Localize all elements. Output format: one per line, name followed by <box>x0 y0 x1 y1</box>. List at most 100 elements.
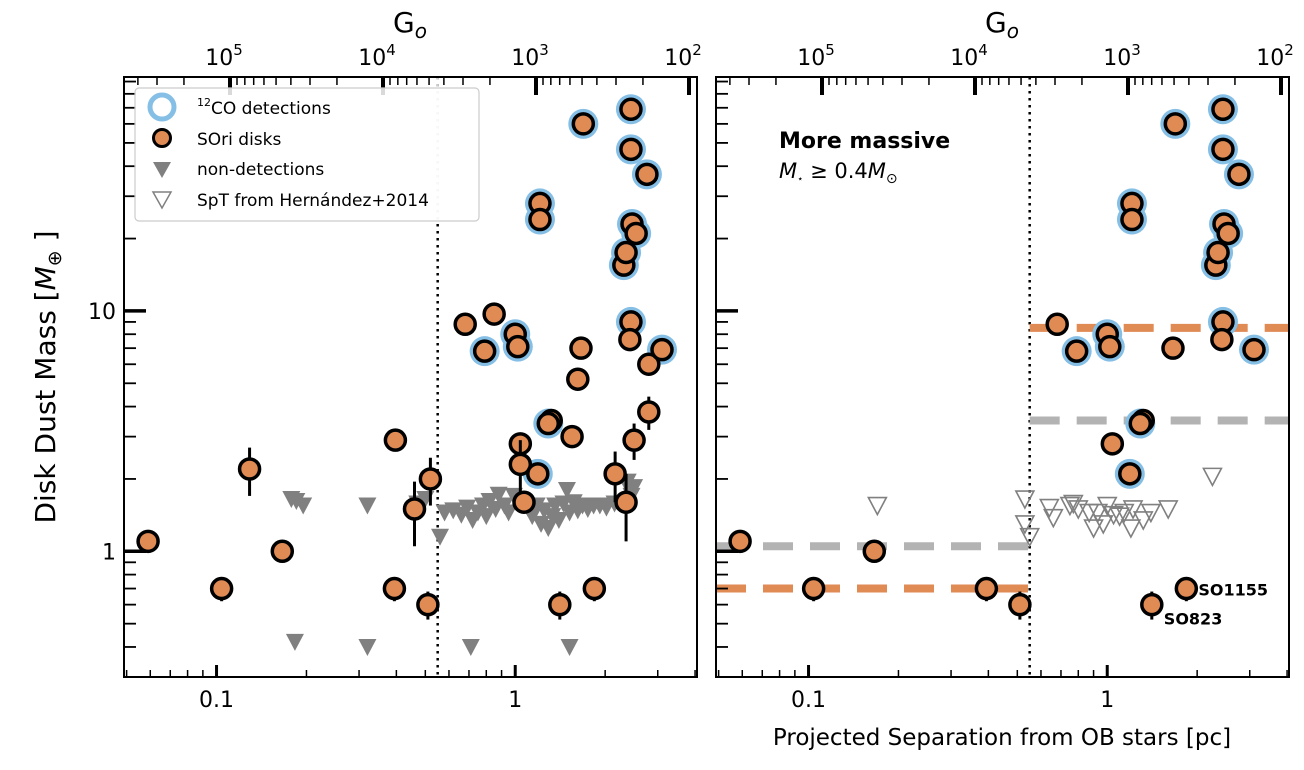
hernandez-marker <box>1109 507 1130 527</box>
plot-area <box>716 77 1289 677</box>
disk-marker <box>1211 137 1235 162</box>
disk-marker <box>614 240 638 265</box>
top-tick-base: 10 <box>950 46 978 71</box>
y-tick-label: 1 <box>102 540 116 565</box>
top-tick-exponent: 2 <box>692 41 702 59</box>
disk-marker <box>418 467 443 491</box>
disk-marker <box>482 302 506 326</box>
top-tick-exponent: 4 <box>386 41 396 59</box>
top-tick-exponent: 5 <box>825 41 835 59</box>
disk-marker <box>622 428 646 452</box>
disk-marker <box>416 592 440 617</box>
disk-marker <box>1100 432 1125 456</box>
nondetection-marker <box>560 638 579 656</box>
annotation-title: More massive <box>779 129 950 154</box>
legend-co-sup: 12 <box>197 96 211 109</box>
hernandez-marker <box>1120 519 1142 539</box>
disk-marker <box>637 400 661 424</box>
nondetection-marker <box>294 497 313 515</box>
legend-co-marker <box>147 92 177 122</box>
hernandez-marker <box>1039 498 1060 519</box>
nondetection-marker <box>535 502 554 520</box>
disk-marker <box>508 452 533 477</box>
hernandez-marker <box>1019 527 1041 548</box>
annotation-Msun: M <box>868 159 886 183</box>
legend-hernandez-marker <box>151 191 173 210</box>
annotation-sun: ⊙ <box>886 171 898 187</box>
nondetection-marker <box>477 508 496 526</box>
disk-marker <box>1174 576 1199 601</box>
disk-marker <box>402 497 427 521</box>
legend-disk-marker <box>152 128 172 148</box>
disk-marker <box>506 334 530 359</box>
disk-marker <box>528 207 552 232</box>
disk-marker <box>1242 337 1266 362</box>
legend-disk-label: SOri disks <box>197 130 282 150</box>
hernandez-marker <box>1092 515 1114 535</box>
hernandez-marker <box>1083 519 1104 539</box>
nondetection-marker <box>458 499 477 517</box>
nondetection-marker <box>549 511 568 529</box>
top-tick-label: 103 <box>511 41 549 71</box>
top-tick-exponent: 3 <box>1131 41 1141 59</box>
hernandez-marker <box>1157 500 1179 520</box>
disk-marker <box>801 576 826 601</box>
disk-marker <box>560 424 584 449</box>
hernandez-marker <box>1122 500 1144 520</box>
disk-marker <box>453 312 477 337</box>
hernandez-marker <box>1140 503 1162 524</box>
top-tick-base: 10 <box>664 46 692 71</box>
axes-frame <box>123 76 698 678</box>
top-axis-title-sub: o <box>415 19 427 43</box>
x-axis-label: Projected Separation from OB stars [pc] <box>773 725 1231 751</box>
disk-marker <box>566 367 590 391</box>
top-tick-base: 10 <box>511 46 539 71</box>
y-axis-label-main: Disk Dust Mass [ <box>29 290 62 523</box>
nondetection-marker <box>499 504 518 522</box>
svg-text:Go: Go <box>393 6 427 43</box>
top-tick-base: 10 <box>358 46 386 71</box>
disk-marker <box>383 428 408 452</box>
disk-marker <box>209 576 234 601</box>
disk-marker <box>1210 327 1234 352</box>
top-tick-label: 102 <box>1256 41 1294 71</box>
disk-marker <box>619 137 643 162</box>
y-tick-label: 10 <box>88 300 116 325</box>
disk-marker <box>624 221 648 246</box>
disk-marker <box>582 576 607 601</box>
disk-marker <box>618 327 642 352</box>
disk-marker <box>136 529 160 554</box>
plot-area <box>136 77 678 677</box>
axes-frame <box>715 76 1290 678</box>
top-axis-title-right: Go <box>985 6 1019 43</box>
disk-marker <box>1098 334 1122 359</box>
legend-hernandez-label: SpT from Hernández+2014 <box>197 191 429 211</box>
disk-marker <box>1163 112 1188 136</box>
nondetection-marker <box>557 481 576 499</box>
point-label: SO1155 <box>1198 581 1268 600</box>
annotation-star: ⋆ <box>797 174 803 185</box>
disk-marker <box>548 592 572 617</box>
top-tick-label: 105 <box>797 41 835 71</box>
top-axis-title-left: Go <box>393 6 427 43</box>
disk-marker <box>614 490 638 514</box>
top-tick-base: 10 <box>205 46 233 71</box>
hernandez-marker <box>1059 496 1081 517</box>
nondetection-marker <box>285 633 304 651</box>
annotation-geq: ≥ 0.4 <box>803 159 867 183</box>
top-tick-label: 104 <box>358 41 396 71</box>
disk-marker <box>237 457 262 481</box>
legend-co-label: 12CO detections <box>197 96 331 119</box>
top-axis-title-main: G <box>393 6 415 39</box>
legend-nondet-label: non-detections <box>197 160 324 180</box>
x-tick-label: 1 <box>508 688 522 713</box>
nondetection-marker <box>444 502 463 520</box>
disk-marker <box>603 462 627 486</box>
disk-marker <box>1008 592 1032 617</box>
disk-marker <box>1140 592 1164 617</box>
hernandez-marker <box>867 496 888 517</box>
disk-marker <box>1118 462 1142 486</box>
